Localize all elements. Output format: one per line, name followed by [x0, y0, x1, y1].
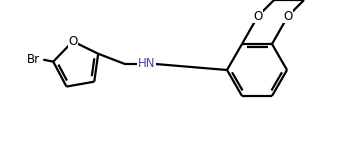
Text: O: O — [253, 10, 263, 22]
Text: Br: Br — [27, 53, 40, 66]
Text: O: O — [68, 35, 77, 48]
Text: O: O — [283, 10, 293, 22]
Text: HN: HN — [137, 57, 155, 70]
